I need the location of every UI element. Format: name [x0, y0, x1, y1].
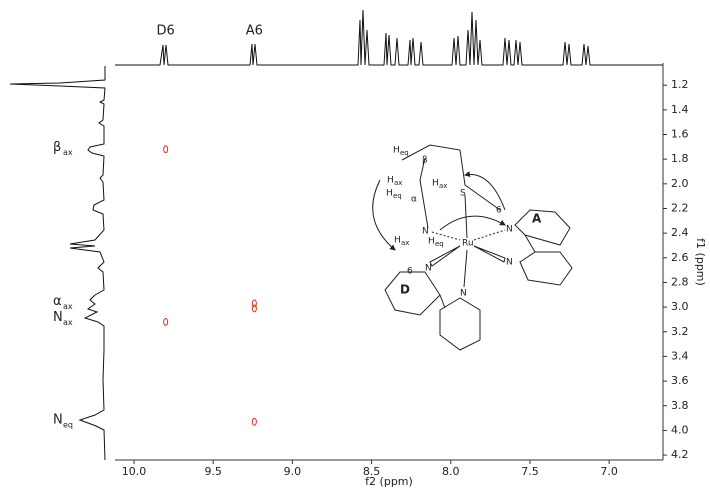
- y-tick-label: 1.2: [671, 78, 689, 91]
- x-tick-label: 8.0: [442, 465, 460, 478]
- structure-label: N: [506, 258, 513, 268]
- row-label-sub: ax: [63, 148, 73, 157]
- y-tick-label: 3.8: [671, 399, 689, 412]
- structure-label: H: [394, 236, 401, 246]
- y-tick-label: 3.4: [671, 349, 689, 362]
- structure-label-sub: ax: [394, 179, 402, 187]
- row-label-sub: eq: [63, 420, 73, 429]
- x-axis-label: f2 (ppm): [365, 475, 413, 488]
- molecule-structure: [372, 144, 573, 351]
- cross-peak: [251, 304, 257, 313]
- structure-label-sub: ax: [401, 239, 409, 247]
- row-label-sub: ax: [63, 318, 73, 327]
- structure-label: H: [393, 146, 400, 156]
- cross-peak: [251, 299, 257, 308]
- structure-label-sub: eq: [400, 149, 409, 157]
- row-label: α: [53, 294, 62, 309]
- cross-peak: [163, 145, 169, 154]
- column-label: D6: [157, 24, 175, 39]
- structure-label: N: [460, 289, 467, 299]
- structure-label: H: [387, 176, 394, 186]
- y-tick-label: 3.0: [671, 300, 689, 313]
- y-tick-label: 3.2: [671, 325, 689, 338]
- y-tick-label: 3.6: [671, 374, 689, 387]
- f2-projection: [115, 9, 663, 66]
- x-tick-label: 7.0: [600, 465, 618, 478]
- x-tick-label: 9.5: [204, 465, 222, 478]
- structure-label: β: [422, 156, 428, 166]
- structure-label: D: [400, 283, 410, 297]
- row-label: N: [53, 412, 63, 427]
- structure-label: 6: [407, 267, 413, 277]
- cross-peak: [251, 417, 257, 426]
- y-tick-label: 2.0: [671, 177, 689, 190]
- y-tick-label: 1.6: [671, 128, 689, 141]
- f1-projection: [9, 66, 106, 461]
- structure-label: N: [425, 264, 432, 274]
- y-tick-label: 1.4: [671, 103, 689, 116]
- x-tick-label: 8.5: [363, 465, 381, 478]
- y-axis-label: f1 (ppm): [694, 238, 707, 286]
- structure-label: α: [411, 195, 417, 205]
- y-tick-label: 4.0: [671, 423, 689, 436]
- structure-label: S: [460, 189, 466, 199]
- structure-label-sub: ax: [439, 182, 447, 190]
- row-label: N: [53, 310, 63, 325]
- structure-label: A: [532, 212, 542, 226]
- y-tick-label: 1.8: [671, 152, 689, 165]
- y-tick-label: 2.6: [671, 251, 689, 264]
- y-tick-label: 2.2: [671, 201, 689, 214]
- structure-label: N: [506, 225, 513, 235]
- x-tick-label: 9.0: [284, 465, 302, 478]
- row-label-sub: ax: [63, 302, 73, 311]
- y-tick-label: 2.4: [671, 226, 689, 239]
- x-tick-label: 10.0: [122, 465, 147, 478]
- row-label: β: [53, 140, 61, 155]
- structure-label: 6: [496, 206, 502, 216]
- x-tick-label: 7.5: [521, 465, 539, 478]
- column-label: A6: [246, 24, 263, 39]
- structure-label: H: [386, 189, 393, 199]
- structure-label-sub: eq: [435, 240, 444, 248]
- structure-label-sub: eq: [393, 192, 402, 200]
- y-tick-label: 4.2: [671, 448, 689, 461]
- structure-label: H: [428, 237, 435, 247]
- structure-label: Ru: [462, 239, 474, 249]
- structure-label: H: [432, 179, 439, 189]
- y-tick-label: 2.8: [671, 275, 689, 288]
- structure-label: N: [422, 227, 429, 237]
- cross-peak: [163, 317, 169, 326]
